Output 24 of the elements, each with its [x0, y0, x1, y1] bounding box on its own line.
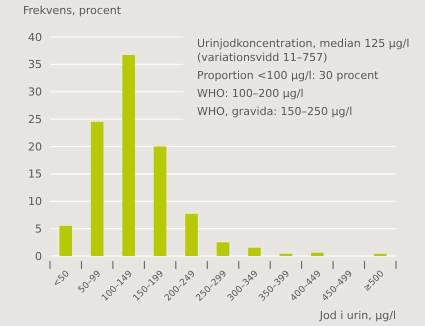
- bar: [185, 214, 198, 256]
- y-tick-label: 20: [28, 140, 42, 154]
- y-tick-label: 0: [35, 250, 42, 263]
- y-tick-label: 30: [28, 86, 42, 99]
- bar: [90, 122, 104, 256]
- bar: [311, 252, 324, 256]
- bar: [154, 146, 166, 256]
- y-tick-label: 10: [28, 195, 42, 208]
- y-tick-label: 35: [28, 58, 42, 72]
- y-tick-label: 40: [28, 30, 42, 44]
- annotation: Urinjodkoncentration, median 125 µg/l (variationsvidd 11–757): [197, 37, 410, 64]
- y-tick-label: 25: [28, 112, 42, 126]
- annotation: WHO: 100–200 µg/l: [197, 87, 304, 100]
- bar: [59, 226, 72, 256]
- y-axis-title: Frekvens, procent: [23, 4, 122, 17]
- annotation: WHO, gravida: 150–250 µg/l: [197, 105, 352, 118]
- bar: [216, 242, 230, 256]
- bar: [248, 248, 261, 256]
- annotation: Proportion <100 µg/l: 30 procent: [197, 69, 380, 82]
- bar: [122, 55, 135, 256]
- x-axis-title: Jod i urin, µg/l: [318, 309, 396, 322]
- y-tick-label: 5: [35, 222, 42, 236]
- y-tick-label: 15: [28, 168, 42, 181]
- x-tick-label: <50: [51, 268, 72, 290]
